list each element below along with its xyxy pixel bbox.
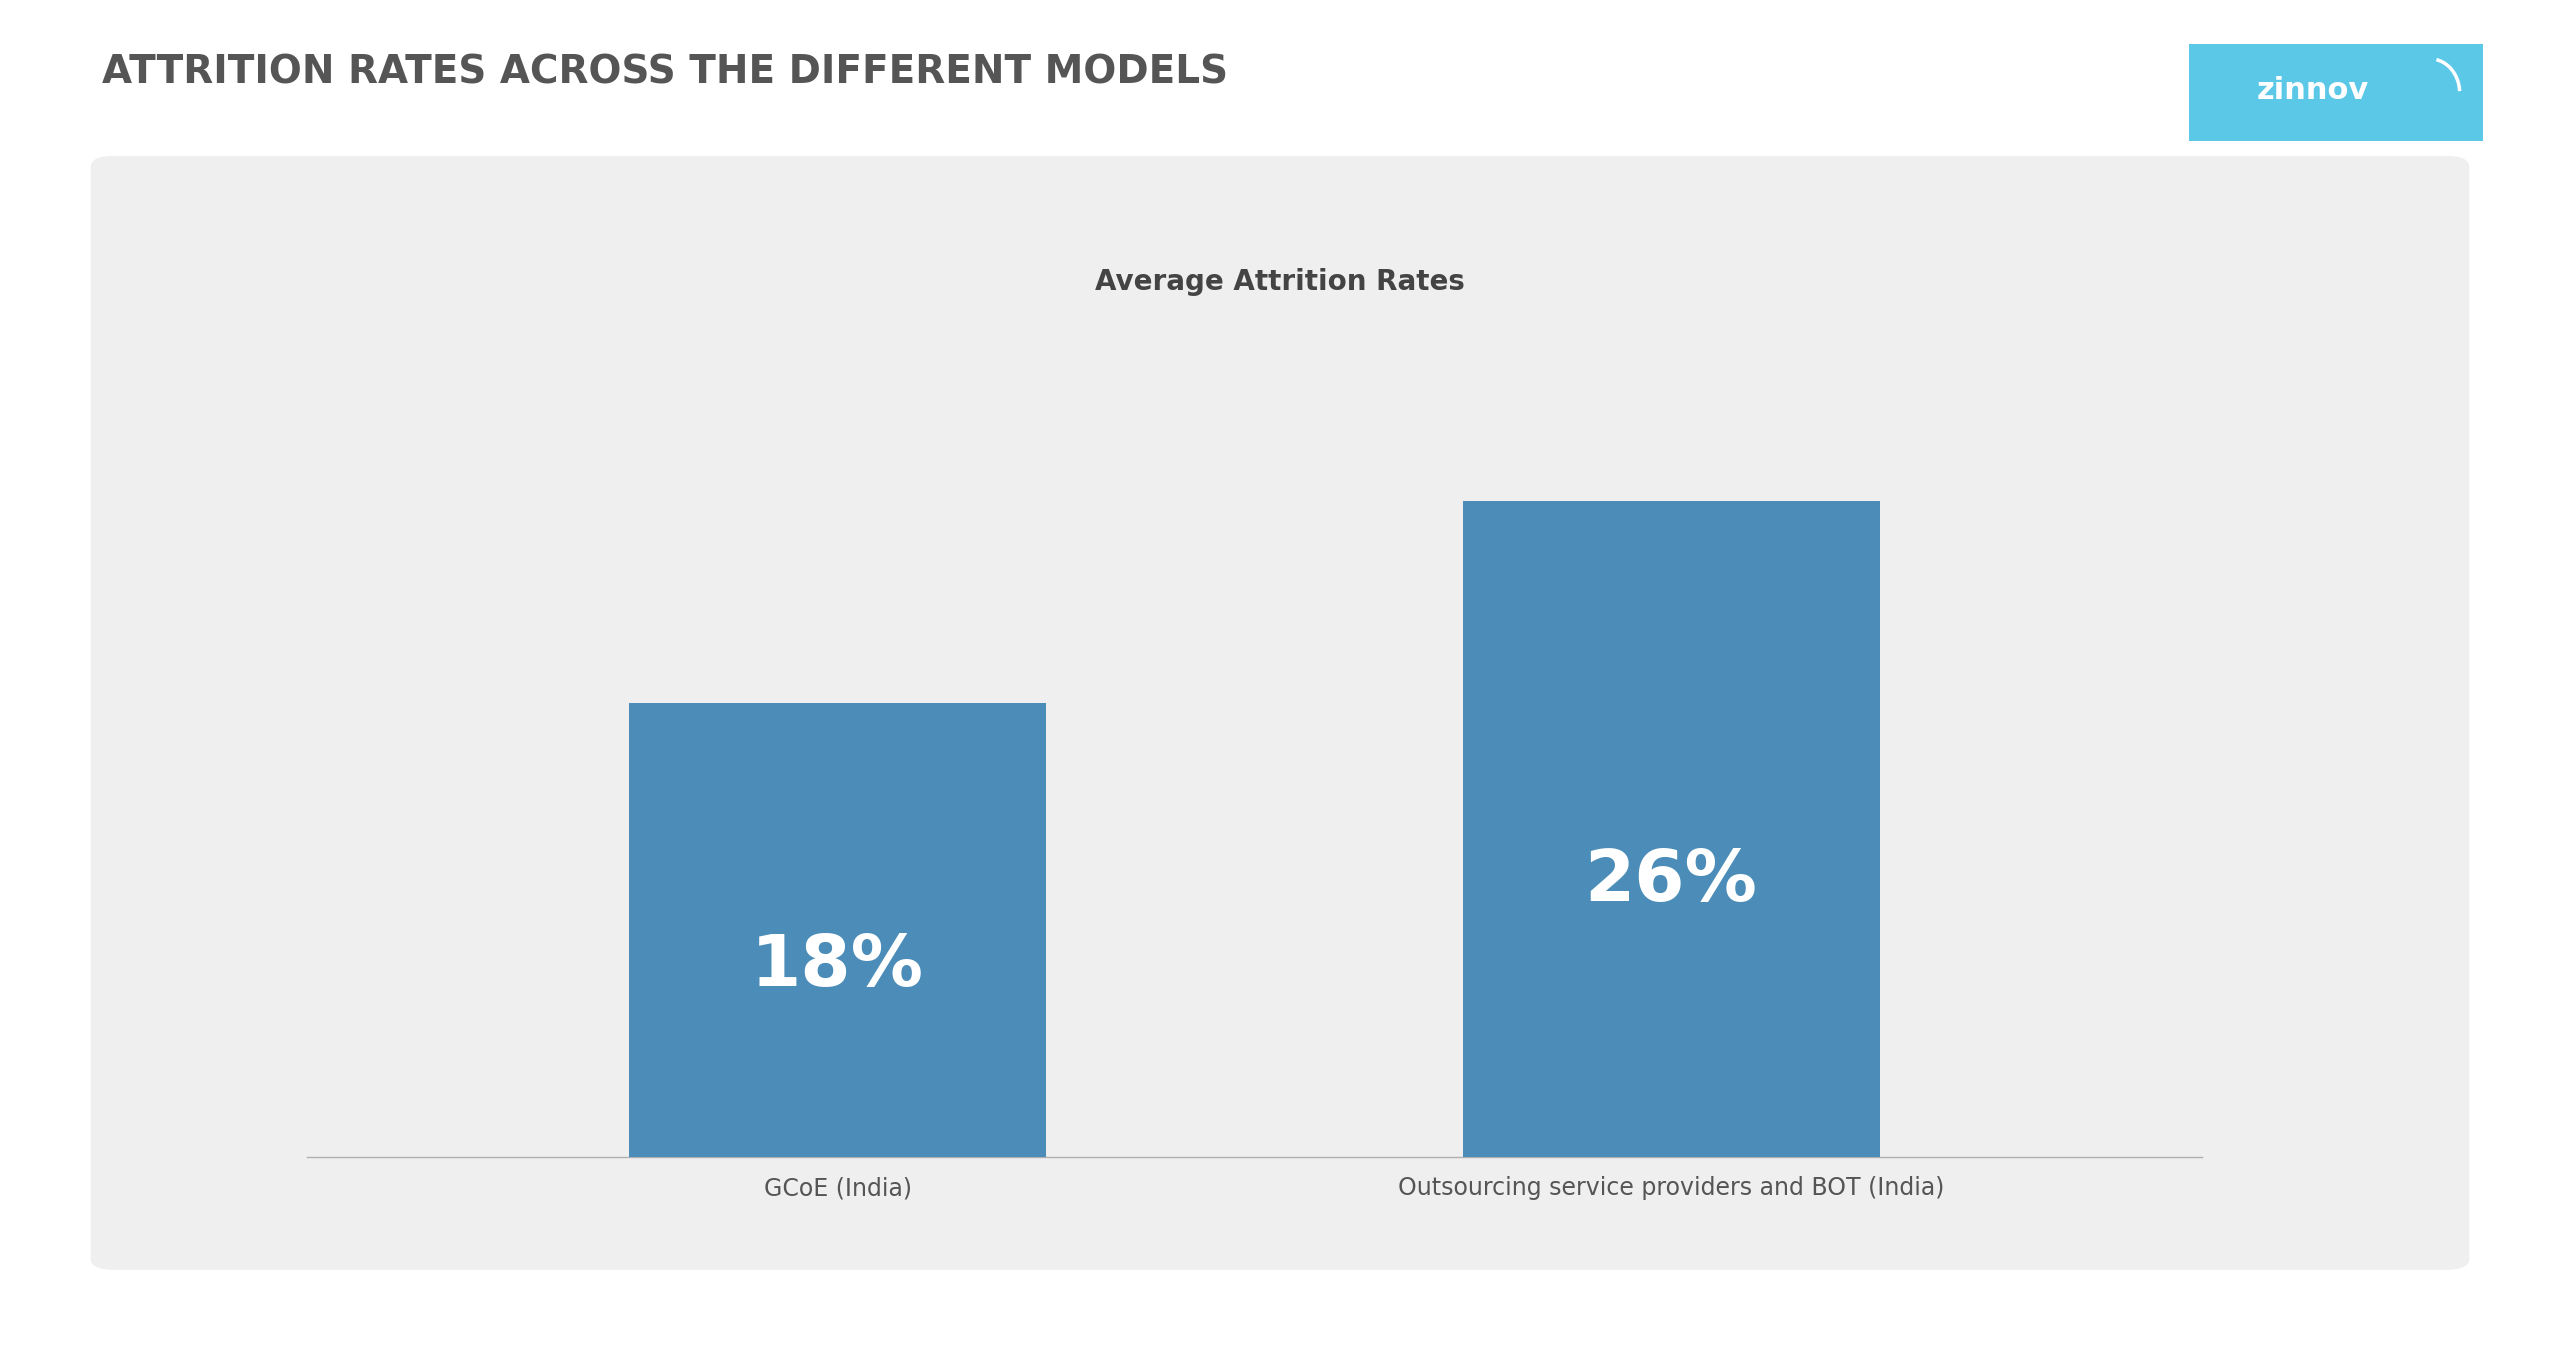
Text: ATTRITION RATES ACROSS THE DIFFERENT MODELS: ATTRITION RATES ACROSS THE DIFFERENT MOD…	[102, 54, 1229, 91]
Bar	[1462, 502, 1879, 1157]
FancyBboxPatch shape	[2166, 36, 2506, 149]
Text: Average Attrition Rates: Average Attrition Rates	[1096, 268, 1464, 296]
Bar	[630, 702, 1047, 1157]
Text: zinnov: zinnov	[2255, 77, 2368, 105]
FancyBboxPatch shape	[90, 156, 2470, 1270]
Text: 18%: 18%	[750, 932, 924, 1001]
Text: 26%: 26%	[1585, 847, 1759, 916]
